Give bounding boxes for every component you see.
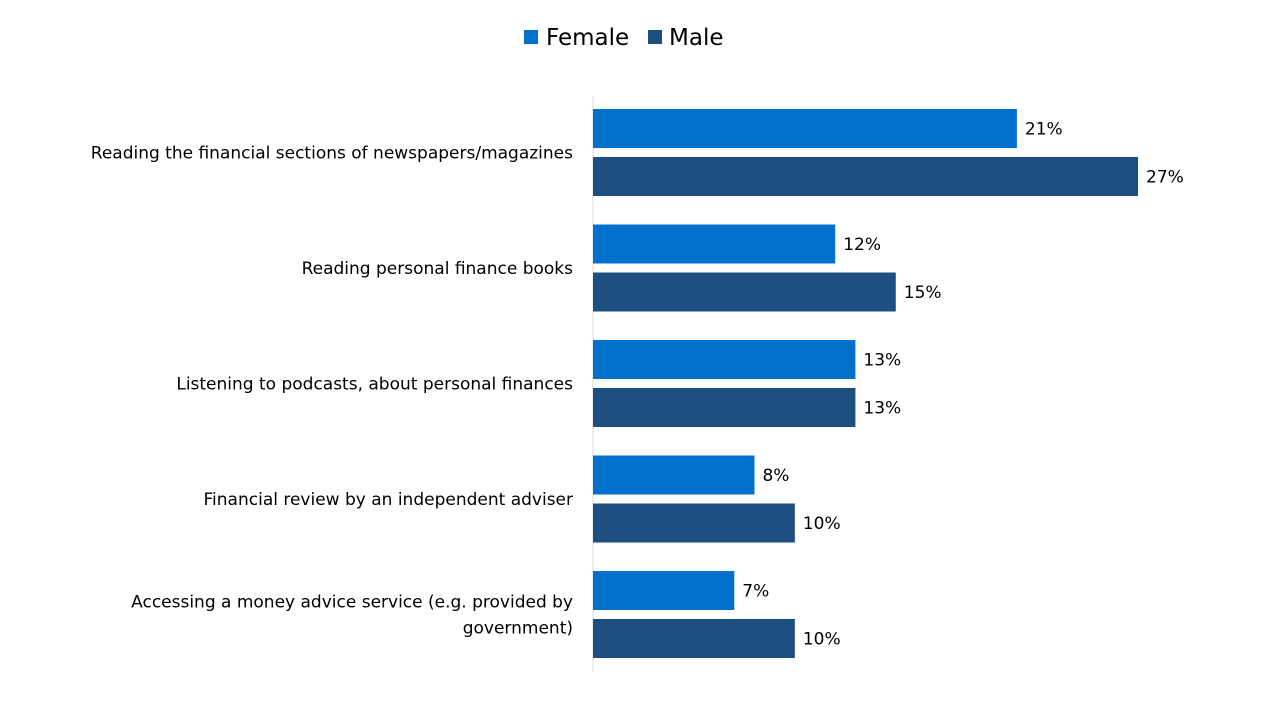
data-label-female: 8% bbox=[762, 466, 789, 486]
legend-swatch-male bbox=[648, 30, 662, 44]
data-label-male: 27% bbox=[1146, 168, 1184, 188]
data-label-female: 13% bbox=[863, 351, 901, 371]
category-labels: Reading the financial sections of newspa… bbox=[91, 144, 573, 639]
data-labels: 21% 12% 13% 8% 7% 27% 15% 13% 10% 10% bbox=[742, 120, 1184, 650]
data-label-female: 12% bbox=[843, 235, 881, 255]
legend: Female Male bbox=[524, 25, 723, 51]
bar-male bbox=[593, 388, 856, 427]
data-label-male: 10% bbox=[803, 514, 841, 534]
bar-female bbox=[593, 109, 1017, 148]
data-label-female: 7% bbox=[742, 582, 769, 602]
category-label: Accessing a money advice service (e.g. p… bbox=[131, 593, 573, 613]
legend-label-female: Female bbox=[546, 25, 629, 51]
bar-female bbox=[593, 224, 836, 264]
data-label-female: 21% bbox=[1025, 120, 1063, 140]
legend-label-male: Male bbox=[669, 25, 723, 51]
bar-female bbox=[593, 455, 755, 495]
bars bbox=[593, 109, 1138, 658]
bar-female bbox=[593, 340, 856, 379]
category-label: Listening to podcasts, about personal fi… bbox=[176, 375, 573, 395]
category-label: government) bbox=[463, 619, 573, 639]
data-label-male: 13% bbox=[863, 399, 901, 419]
bar-female bbox=[593, 571, 735, 610]
legend-swatch-female bbox=[524, 30, 538, 44]
category-label: Reading personal finance books bbox=[302, 259, 574, 279]
bar-male bbox=[593, 619, 795, 658]
bar-male bbox=[593, 272, 896, 312]
data-label-male: 15% bbox=[904, 283, 942, 303]
bar-male bbox=[593, 503, 795, 543]
bar-male bbox=[593, 157, 1138, 196]
data-label-male: 10% bbox=[803, 630, 841, 650]
category-label: Financial review by an independent advis… bbox=[204, 490, 573, 510]
category-label: Reading the financial sections of newspa… bbox=[91, 144, 573, 164]
